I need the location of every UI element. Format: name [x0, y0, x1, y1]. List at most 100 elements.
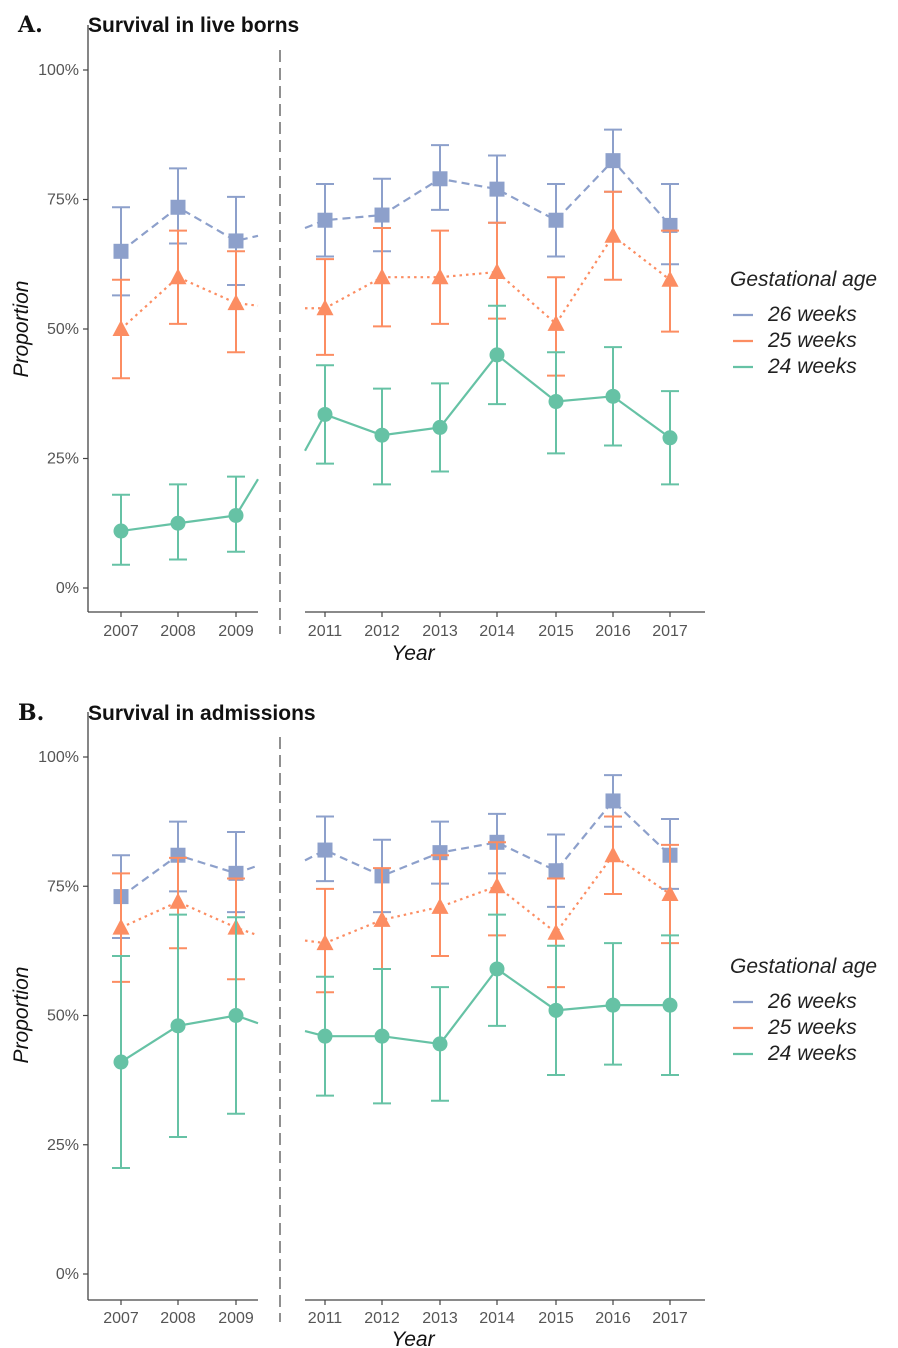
y-tick-label: 25% — [47, 1137, 79, 1154]
data-point-circle — [374, 1028, 390, 1044]
data-point-circle — [317, 1028, 333, 1044]
data-point-square — [113, 243, 129, 259]
x-tick-label: 2015 — [538, 1310, 574, 1327]
panel-b-letter: B. — [18, 700, 44, 726]
x-tick-label: 2007 — [103, 623, 139, 640]
data-point-triangle — [661, 885, 679, 902]
data-point-triangle — [547, 314, 565, 331]
data-point-triangle — [316, 299, 334, 316]
data-point-triangle — [316, 934, 334, 951]
data-point-circle — [605, 997, 621, 1013]
data-point-triangle — [373, 910, 391, 927]
y-tick-label: 50% — [47, 1008, 79, 1025]
legend-label: 25 weeks — [767, 329, 857, 352]
panel-a-chart: 0% 25% 50% 75% 100% 2007 2008 2009 2011 2012 2013 2… — [10, 25, 877, 665]
data-point-square — [662, 217, 678, 233]
series-line-right — [304, 353, 671, 452]
data-point-square — [432, 845, 448, 861]
y-tick-label: 75% — [47, 192, 79, 209]
data-point-triangle — [488, 877, 506, 894]
y-tick-label: 0% — [56, 580, 79, 597]
data-point-square — [374, 207, 390, 223]
data-point-square — [228, 233, 244, 249]
data-point-triangle — [431, 897, 449, 914]
x-tick-label: 2012 — [364, 623, 400, 640]
y-tick-label: 100% — [38, 62, 79, 79]
data-point-square — [317, 842, 333, 858]
panel-a-letter: A. — [17, 12, 43, 38]
y-tick-label: 25% — [47, 451, 79, 468]
data-point-triangle — [488, 263, 506, 280]
data-point-square — [432, 171, 448, 187]
x-tick-label: 2011 — [308, 1310, 343, 1327]
data-point-circle — [489, 347, 505, 363]
x-tick-label: 2016 — [595, 1310, 631, 1327]
data-point-square — [317, 212, 333, 228]
x-tick-label: 2008 — [160, 1310, 196, 1327]
series-line-left — [120, 478, 259, 533]
data-point-triangle — [547, 923, 565, 940]
data-point-triangle — [169, 268, 187, 285]
series-line-left — [120, 1014, 259, 1063]
data-point-circle — [605, 388, 621, 404]
data-point-square — [605, 793, 621, 809]
data-point-circle — [432, 419, 448, 435]
data-point-circle — [662, 997, 678, 1013]
data-point-triangle — [431, 268, 449, 285]
data-point-circle — [170, 1018, 186, 1034]
panel-b-chart: 0% 25% 50% 75% 100% 2007 2008 2009 2011 2012 2013 2… — [10, 712, 877, 1348]
data-point-triangle — [604, 226, 622, 243]
legend-label: 26 weeks — [767, 303, 857, 326]
x-tick-label: 2007 — [103, 1310, 139, 1327]
data-point-circle — [548, 394, 564, 410]
x-tick-label: 2014 — [479, 623, 515, 640]
data-point-circle — [113, 1054, 129, 1070]
data-point-square — [228, 865, 244, 881]
series-line-right — [304, 159, 671, 230]
series-line-left — [120, 900, 259, 937]
data-point-triangle — [169, 892, 187, 909]
y-tick-label: 50% — [47, 321, 79, 338]
series-line-left — [120, 205, 259, 253]
legend-title: Gestational age — [730, 955, 877, 978]
data-point-triangle — [373, 268, 391, 285]
legend-label: 26 weeks — [767, 990, 857, 1013]
data-point-square — [170, 199, 186, 215]
data-point-square — [170, 847, 186, 863]
x-axis-title: Year — [391, 1328, 435, 1348]
x-axis-title: Year — [391, 642, 435, 665]
series-line-right — [304, 967, 670, 1046]
data-point-triangle — [112, 918, 130, 935]
legend-title: Gestational age — [730, 268, 877, 291]
data-point-square — [548, 863, 564, 879]
data-point-circle — [374, 427, 390, 443]
x-tick-label: 2012 — [364, 1310, 400, 1327]
x-tick-label: 2013 — [422, 1310, 458, 1327]
y-tick-label: 100% — [38, 749, 79, 766]
x-tick-label: 2009 — [218, 1310, 254, 1327]
data-point-circle — [548, 1002, 564, 1018]
data-point-square — [548, 212, 564, 228]
data-point-triangle — [604, 846, 622, 863]
x-tick-label: 2017 — [652, 1310, 688, 1327]
data-point-circle — [317, 406, 333, 422]
series-line-left — [120, 275, 259, 330]
x-tick-label: 2009 — [218, 623, 254, 640]
data-point-triangle — [112, 320, 130, 336]
data-point-circle — [662, 430, 678, 446]
data-point-circle — [489, 961, 505, 977]
x-tick-label: 2015 — [538, 623, 574, 640]
x-tick-label: 2011 — [308, 623, 343, 640]
data-point-circle — [228, 507, 244, 523]
y-tick-label: 75% — [47, 878, 79, 895]
data-point-circle — [432, 1036, 448, 1052]
panel-a-title: Survival in live borns — [88, 14, 299, 37]
series-line-right — [304, 799, 671, 878]
x-tick-label: 2016 — [595, 623, 631, 640]
data-point-square — [605, 153, 621, 169]
data-point-circle — [113, 523, 129, 539]
y-axis-title: Proportion — [10, 967, 33, 1064]
data-point-circle — [170, 515, 186, 531]
panel-b-title: Survival in admissions — [88, 702, 316, 725]
series-line-right — [304, 853, 671, 945]
